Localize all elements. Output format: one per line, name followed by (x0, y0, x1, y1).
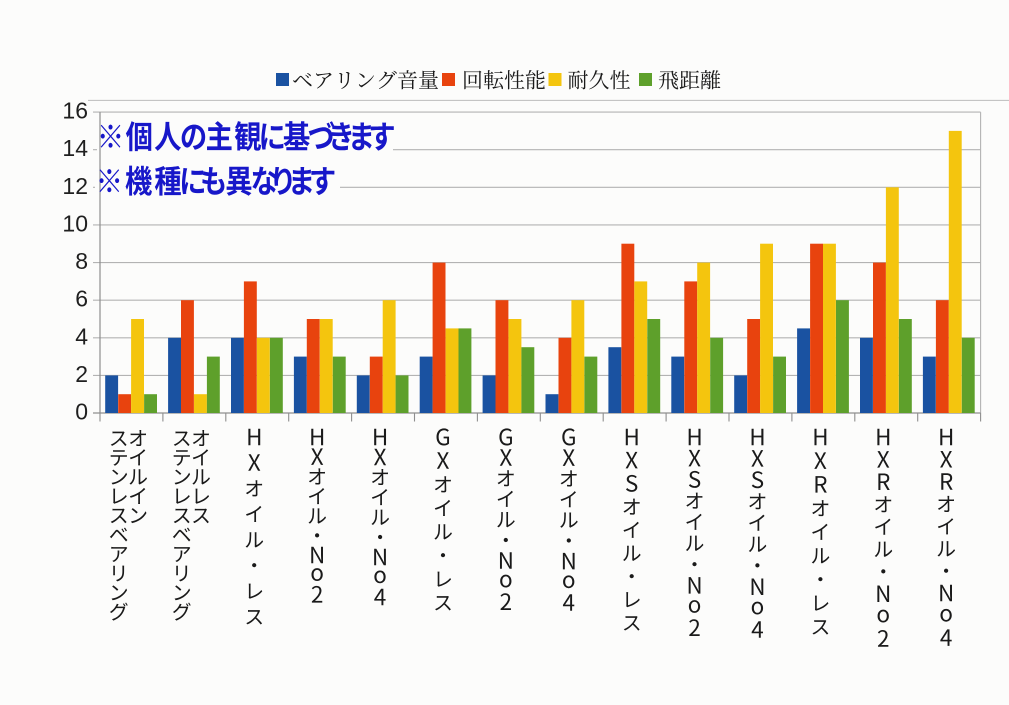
svg-text:16: 16 (62, 98, 88, 124)
svg-text:10: 10 (62, 210, 88, 236)
svg-text:12: 12 (62, 173, 88, 199)
svg-text:14: 14 (62, 135, 88, 161)
svg-text:8: 8 (75, 248, 88, 274)
svg-text:0: 0 (75, 399, 88, 425)
svg-text:2: 2 (75, 361, 88, 387)
svg-text:6: 6 (75, 286, 88, 312)
svg-text:4: 4 (75, 323, 88, 349)
